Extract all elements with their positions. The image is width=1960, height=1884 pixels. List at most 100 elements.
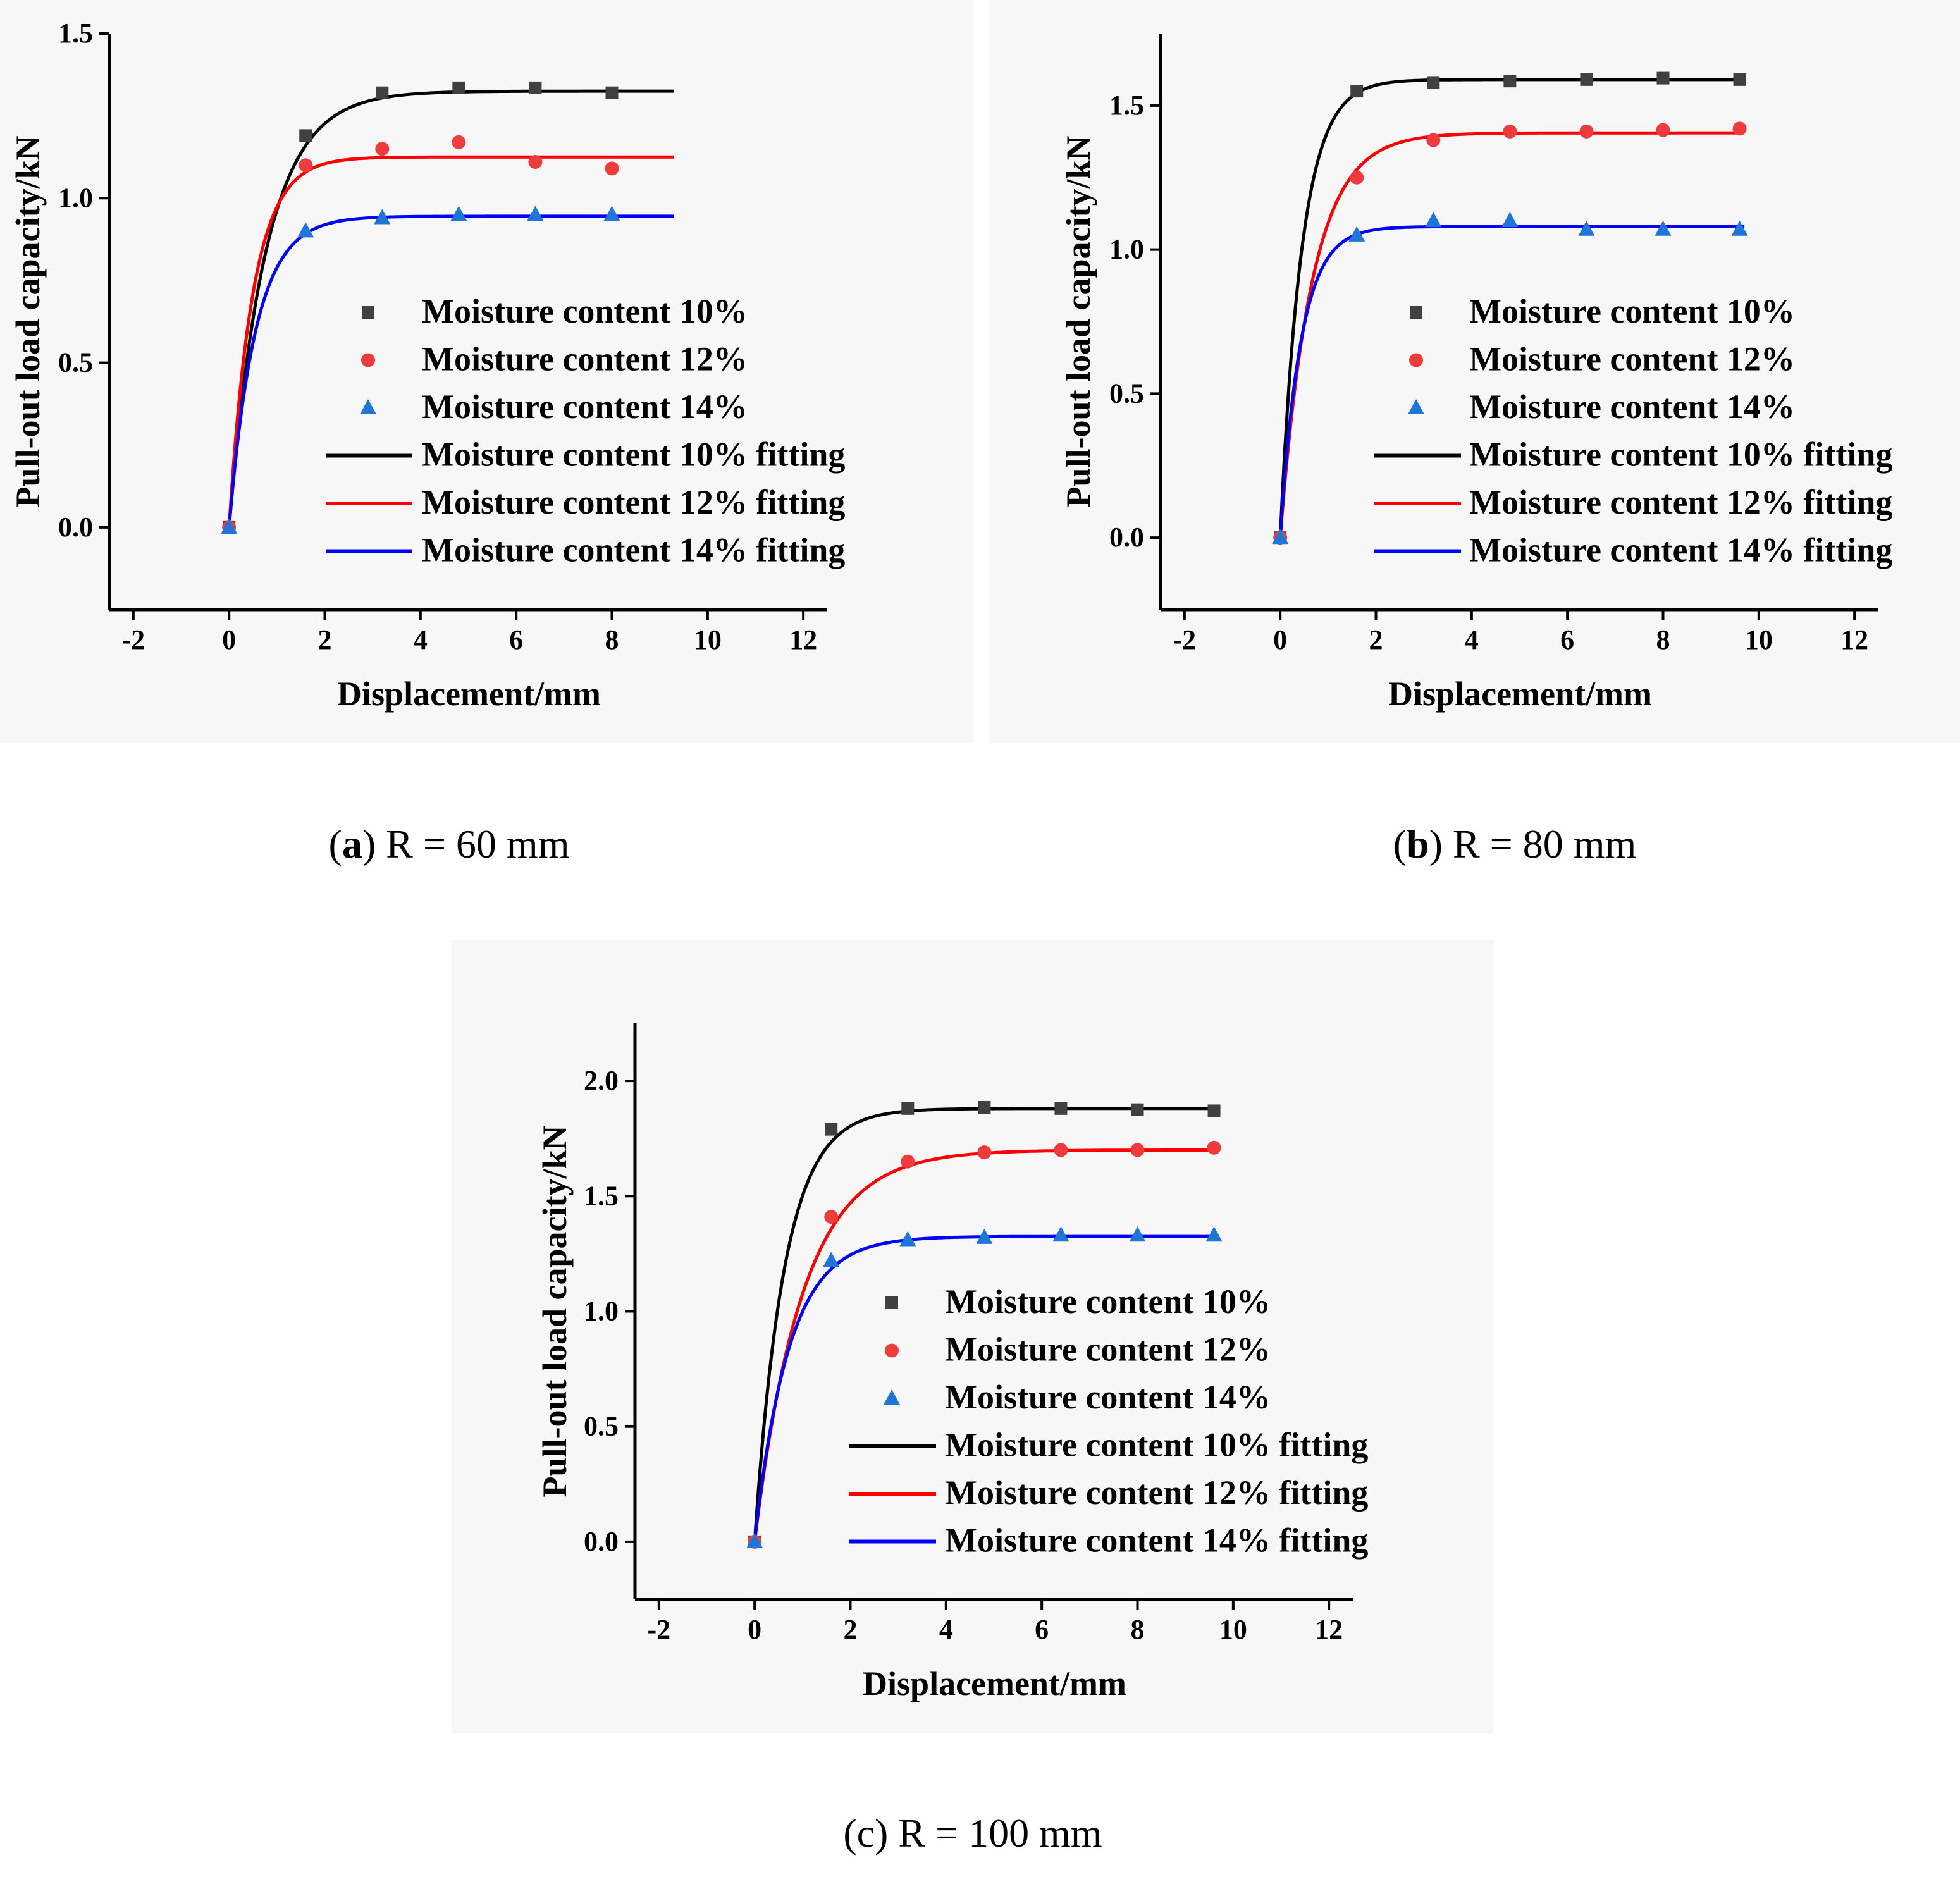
caption-label: c bbox=[857, 1811, 875, 1856]
data-point bbox=[603, 206, 620, 221]
data-point bbox=[452, 135, 466, 149]
data-point bbox=[221, 518, 238, 534]
legend-symbol bbox=[885, 1296, 898, 1309]
x-tick-label: 10 bbox=[694, 624, 722, 655]
data-point bbox=[1425, 212, 1442, 228]
caption-label: b bbox=[1407, 822, 1429, 866]
data-point bbox=[374, 209, 391, 225]
data-point bbox=[1503, 124, 1517, 139]
caption-a: (a) R = 60 mm bbox=[329, 822, 570, 866]
data-point bbox=[1578, 220, 1595, 236]
data-point bbox=[1131, 1103, 1144, 1116]
data-point bbox=[1350, 85, 1364, 98]
caption-text: R = 80 mm bbox=[1443, 822, 1636, 866]
data-point bbox=[901, 1154, 915, 1169]
data-point bbox=[299, 129, 312, 142]
chart-panel-c: -2 0 2 4 6 8 10 12 0.0 0.5 1.0 1.5 2.0 Displacement/m… bbox=[452, 940, 1493, 1733]
data-point bbox=[452, 81, 465, 94]
data-point bbox=[1052, 1226, 1069, 1242]
data-point bbox=[899, 1231, 916, 1247]
x-tick-label: 0 bbox=[748, 1614, 761, 1645]
data-point bbox=[1054, 1143, 1068, 1157]
x-tick-label: 6 bbox=[1035, 1614, 1049, 1645]
legend-symbol bbox=[360, 399, 376, 414]
data-point bbox=[605, 161, 619, 176]
x-tick-label: 12 bbox=[1840, 624, 1868, 655]
x-tick-label: 2 bbox=[844, 1614, 858, 1645]
caption-suffix: ) bbox=[1429, 822, 1443, 866]
x-tick-label: 6 bbox=[509, 624, 523, 655]
chart-panel-b: -2 0 2 4 6 8 10 12 0.0 0.5 1.0 1.5 Displacement/mm Pu… bbox=[990, 0, 1960, 743]
x-tick-label: 6 bbox=[1560, 624, 1574, 655]
data-point bbox=[529, 81, 542, 94]
x-tick-label: 0 bbox=[1273, 624, 1287, 655]
data-point bbox=[977, 1145, 992, 1160]
x-tick-label: 4 bbox=[414, 624, 428, 655]
x-tick-label: -2 bbox=[122, 624, 145, 655]
x-axis-title: Displacement/mm bbox=[1388, 675, 1652, 713]
legend-label: Moisture content 10% fitting bbox=[1469, 436, 1892, 474]
chart-panel-a: -2 0 2 4 6 8 10 12 0.0 0.5 1.0 1.5 Displacement/mm Pu… bbox=[0, 0, 974, 743]
data-point bbox=[1579, 124, 1594, 139]
data-point bbox=[605, 86, 619, 99]
legend-label: Moisture content 14% bbox=[945, 1378, 1271, 1416]
legend: Moisture content 10% Moisture content 12%… bbox=[1374, 292, 1892, 569]
x-tick-label: 4 bbox=[1465, 624, 1479, 655]
legend-label: Moisture content 12% bbox=[422, 340, 748, 378]
data-point bbox=[375, 142, 390, 156]
data-point bbox=[1207, 1104, 1221, 1117]
legend-label: Moisture content 12% bbox=[1469, 340, 1795, 378]
data-point bbox=[1655, 220, 1672, 236]
legend-symbol bbox=[361, 353, 375, 367]
x-tick-label: 8 bbox=[605, 624, 619, 655]
data-point bbox=[1054, 1102, 1068, 1115]
y-tick-label: 1.0 bbox=[584, 1296, 619, 1327]
data-point bbox=[1503, 75, 1517, 88]
legend: Moisture content 10% Moisture content 12%… bbox=[326, 292, 845, 569]
legend-label: Moisture content 10% bbox=[945, 1283, 1271, 1321]
y-axis-title: Pull-out load capacity/kN bbox=[1059, 135, 1097, 507]
data-point bbox=[527, 206, 544, 221]
data-point bbox=[1272, 529, 1289, 545]
x-tick-label: 0 bbox=[222, 624, 236, 655]
y-tick-label: 0.0 bbox=[58, 512, 93, 543]
caption-label: a bbox=[342, 822, 362, 866]
data-point bbox=[824, 1210, 839, 1224]
legend-label: Moisture content 10% bbox=[1469, 292, 1795, 330]
y-tick-label: 0.0 bbox=[1109, 522, 1144, 553]
data-point bbox=[1426, 133, 1441, 147]
x-tick-label: 10 bbox=[1745, 624, 1773, 655]
data-point bbox=[450, 206, 467, 221]
y-axis-title: Pull-out load capacity/kN bbox=[536, 1125, 574, 1497]
x-axis-title: Displacement/mm bbox=[863, 1665, 1126, 1702]
legend: Moisture content 10% Moisture content 12%… bbox=[849, 1283, 1368, 1560]
panel-background bbox=[0, 0, 974, 743]
data-point bbox=[1733, 73, 1746, 86]
legend-symbol bbox=[884, 1389, 900, 1405]
legend-symbol bbox=[885, 1343, 899, 1358]
legend-label: Moisture content 14% bbox=[422, 388, 748, 426]
y-tick-label: 1.0 bbox=[1109, 234, 1144, 265]
data-point bbox=[1350, 170, 1364, 185]
legend-label: Moisture content 12% fitting bbox=[422, 483, 845, 521]
legend-label: Moisture content 14% fitting bbox=[1469, 531, 1892, 569]
caption-suffix: ) bbox=[362, 822, 376, 866]
caption-text: R = 60 mm bbox=[376, 822, 569, 866]
x-tick-label: 2 bbox=[318, 624, 332, 655]
x-tick-label: 2 bbox=[1369, 624, 1383, 655]
caption-prefix: ( bbox=[1393, 822, 1407, 866]
fit-line-mc10 bbox=[227, 89, 674, 528]
x-tick-label: 4 bbox=[939, 1614, 953, 1645]
series-mc12 bbox=[748, 1140, 1221, 1549]
data-point bbox=[746, 1532, 763, 1548]
legend-label: Moisture content 12% bbox=[945, 1331, 1271, 1369]
legend-label: Moisture content 12% fitting bbox=[1469, 483, 1892, 521]
panel-background bbox=[990, 0, 1960, 743]
data-point bbox=[823, 1252, 840, 1267]
x-axis-title: Displacement/mm bbox=[337, 675, 601, 713]
legend-symbol bbox=[1409, 353, 1423, 367]
caption-b: (b) R = 80 mm bbox=[1393, 822, 1637, 866]
data-point bbox=[297, 222, 314, 238]
data-point bbox=[299, 158, 313, 173]
